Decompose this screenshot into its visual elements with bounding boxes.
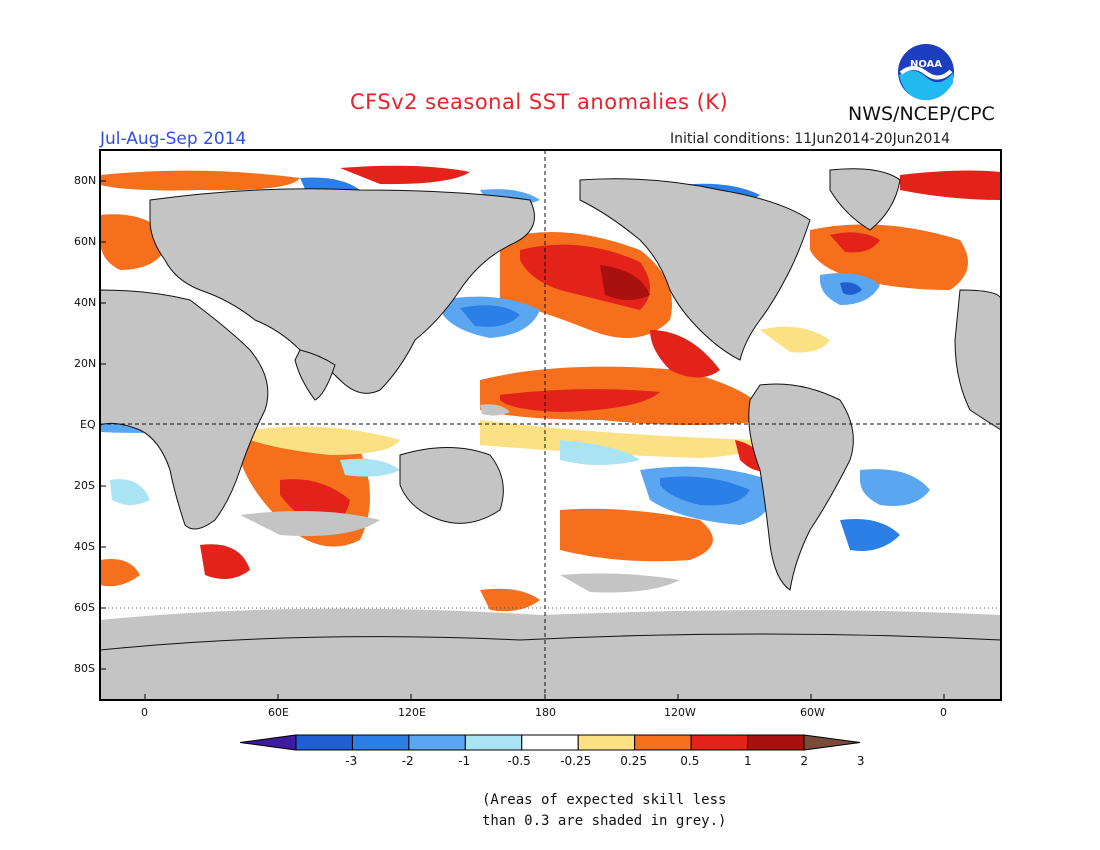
colorbar-cell xyxy=(521,734,579,751)
colorbar-label: 2 xyxy=(800,754,809,768)
colorbar-label: 1 xyxy=(743,754,752,768)
africa-landmass xyxy=(100,289,269,530)
colorbar-cell xyxy=(690,734,749,751)
lon-label: 120E xyxy=(398,706,426,719)
lat-label: 40S xyxy=(74,540,95,553)
colorbar-cell xyxy=(351,734,410,751)
lon-label: 0 xyxy=(940,706,947,719)
colorbar-arrow-low xyxy=(239,734,297,751)
agency-label: NWS/NCEP/CPC xyxy=(848,103,995,125)
india-landmass xyxy=(294,349,336,401)
land xyxy=(100,168,1001,700)
colorbar-label: 0.25 xyxy=(620,754,647,768)
lon-label: 60W xyxy=(800,706,825,719)
antarctica-landmass xyxy=(100,633,1001,700)
colorbar-label: -2 xyxy=(401,754,414,768)
colorbar-cell xyxy=(634,734,692,751)
skill-note-line: than 0.3 are shaded in grey.) xyxy=(482,813,727,829)
logo-text: NOAA xyxy=(910,59,942,70)
lat-label: EQ xyxy=(80,418,96,431)
lon-label: 180 xyxy=(535,706,556,719)
axis-ticks xyxy=(100,180,945,700)
warm-anomalies xyxy=(100,165,1001,612)
lon-label: 0 xyxy=(141,706,148,719)
australia-landmass xyxy=(399,447,504,524)
colorbar-label: 3 xyxy=(856,754,865,768)
colorbar-arrow-high xyxy=(803,734,861,751)
greenland-landmass xyxy=(829,168,901,231)
colorbar-cell xyxy=(408,734,466,751)
colorbar-label: -1 xyxy=(458,754,471,768)
lat-label: 60S xyxy=(74,601,95,614)
lon-label: 60E xyxy=(268,706,289,719)
map-frame xyxy=(99,149,1002,701)
colorbar-label: -0.25 xyxy=(560,754,592,768)
lat-label: 20S xyxy=(74,479,95,492)
skill-note-line: (Areas of expected skill less xyxy=(482,792,727,808)
forecast-period: Jul-Aug-Sep 2014 xyxy=(100,129,247,149)
skill-note: (Areas of expected skill less than 0.3 a… xyxy=(482,790,726,832)
chart-title: CFSv2 seasonal SST anomalies (K) xyxy=(350,90,729,114)
colorbar-label: -3 xyxy=(345,754,358,768)
lat-label: 80N xyxy=(74,174,97,187)
colorbar-cell xyxy=(577,734,636,751)
noaa-logo: NOAA xyxy=(898,44,954,100)
colorbar-label: -0.5 xyxy=(507,754,531,768)
initial-conditions: Initial conditions: 11Jun2014-20Jun2014 xyxy=(670,131,951,147)
south-america-landmass xyxy=(748,383,854,591)
africa-landmass-east xyxy=(954,289,1001,431)
colorbar-cell xyxy=(464,734,523,751)
lat-label: 40N xyxy=(74,296,97,309)
colorbar-cell xyxy=(747,734,805,751)
eurasia-landmass xyxy=(149,188,535,394)
lat-label: 60N xyxy=(74,235,97,248)
lon-label: 120W xyxy=(664,706,696,719)
colorbar-label: 0.5 xyxy=(680,754,700,768)
colorbar-cell xyxy=(295,734,353,751)
lat-label: 80S xyxy=(74,662,95,675)
lat-label: 20N xyxy=(74,357,97,370)
north-america-landmass xyxy=(579,178,811,361)
